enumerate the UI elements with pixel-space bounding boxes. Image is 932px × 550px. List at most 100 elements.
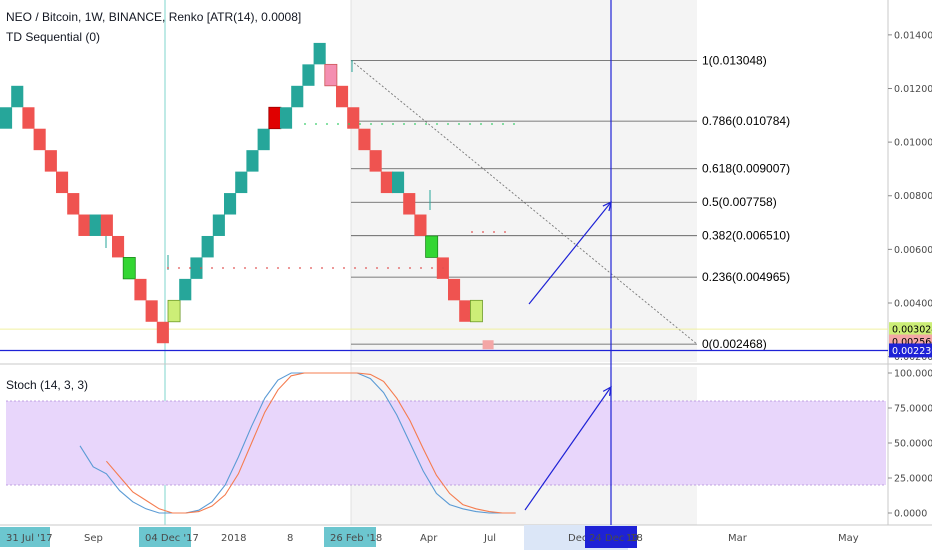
renko-brick[interactable] <box>302 64 315 86</box>
renko-brick[interactable] <box>257 128 270 151</box>
renko-brick[interactable] <box>11 85 24 108</box>
td-support-dots <box>277 267 279 269</box>
time-tick-label: 04 Dec '17 <box>145 533 199 544</box>
stoch-tick-label: 50.0000 <box>894 439 932 450</box>
stoch-tick-label: 100.0000 <box>894 369 932 380</box>
renko-brick[interactable] <box>33 128 46 151</box>
td-resistance-dots <box>447 123 449 125</box>
renko-brick[interactable] <box>224 193 237 215</box>
renko-brick[interactable] <box>324 63 338 87</box>
renko-brick[interactable] <box>414 214 427 236</box>
time-tick-label: Dec <box>568 533 587 544</box>
renko-brick[interactable] <box>212 214 225 236</box>
td-support-dots <box>376 267 378 269</box>
stoch-k-line <box>79 372 516 514</box>
stoch-projection-arrow <box>524 386 612 511</box>
renko-brick[interactable] <box>268 106 282 130</box>
price-badge-label: 0.002230 <box>892 346 932 357</box>
price-badge <box>889 343 932 358</box>
td-resistance-dots <box>381 123 383 125</box>
renko-brick[interactable] <box>291 85 304 108</box>
renko-brick[interactable] <box>459 300 472 322</box>
time-tick-label: 31 Jul '17 <box>6 533 53 544</box>
time-tick-label: Apr <box>420 533 438 544</box>
time-tick-label: 24 Dec '18 <box>589 533 643 544</box>
renko-brick[interactable] <box>145 300 158 322</box>
renko-brick[interactable] <box>56 171 69 194</box>
td-support-dots <box>244 267 246 269</box>
time-tick-label: 2018 <box>221 533 246 544</box>
renko-brick[interactable] <box>100 214 113 236</box>
renko-brick[interactable] <box>0 107 13 129</box>
renko-brick[interactable] <box>179 278 192 301</box>
td-support-dots <box>299 267 301 269</box>
fib-trend-line <box>350 60 698 345</box>
stoch-band <box>6 401 886 485</box>
renko-brick[interactable] <box>336 85 349 108</box>
renko-brick[interactable] <box>246 150 259 172</box>
td-support-dots <box>200 267 202 269</box>
td-resistance-dots <box>491 123 493 125</box>
td-resistance-dots <box>436 123 438 125</box>
td-resistance-dots <box>502 123 504 125</box>
renko-brick[interactable] <box>167 299 181 323</box>
renko-brick[interactable] <box>469 299 483 323</box>
stoch-tick-label: 75.0000 <box>894 404 932 415</box>
td-resistance-dots <box>403 123 405 125</box>
renko-brick[interactable] <box>78 214 91 236</box>
td-support-dots <box>167 267 169 269</box>
td-support-dots <box>387 267 389 269</box>
renko-brick[interactable] <box>112 235 125 258</box>
renko-brick[interactable] <box>369 150 382 172</box>
renko-brick[interactable] <box>280 107 293 129</box>
fib-level-label: 0.786(0.010784) <box>702 114 790 128</box>
renko-brick[interactable] <box>201 235 214 258</box>
renko-brick[interactable] <box>347 107 360 129</box>
renko-brick[interactable] <box>67 193 80 215</box>
td-support-dots <box>354 267 356 269</box>
renko-brick[interactable] <box>89 214 102 236</box>
renko-brick[interactable] <box>425 235 439 258</box>
td-resistance-dots <box>414 123 416 125</box>
renko-brick[interactable] <box>156 321 169 344</box>
td-resistance-dots <box>348 123 350 125</box>
time-tick-label: 26 Feb '18 <box>330 533 382 544</box>
td-support-dots <box>431 267 433 269</box>
renko-brick[interactable] <box>134 278 147 301</box>
chart-title: NEO / Bitcoin, 1W, BINANCE, Renko [ATR(1… <box>6 10 302 24</box>
renko-brick[interactable] <box>44 150 57 172</box>
fib-level-label: 1(0.013048) <box>702 53 767 67</box>
renko-brick[interactable] <box>448 278 461 301</box>
fib-level-label: 0.382(0.006510) <box>702 229 790 243</box>
indicator-label: TD Sequential (0) <box>6 30 101 44</box>
td-support-dots <box>332 267 334 269</box>
price-badge-label: 0.003024 <box>892 325 932 336</box>
td-support-dots <box>233 267 235 269</box>
td-resistance-dots <box>359 123 361 125</box>
renko-brick[interactable] <box>235 171 248 194</box>
td-support-dots <box>409 267 411 269</box>
renko-brick[interactable] <box>313 42 326 65</box>
projection-arrow-head <box>602 201 612 212</box>
renko-brick[interactable] <box>392 171 405 194</box>
renko-brick[interactable] <box>403 193 416 215</box>
td-support-dots <box>398 267 400 269</box>
td-support-dots <box>343 267 345 269</box>
fib-level-label: 0.236(0.004965) <box>702 270 790 284</box>
renko-brick[interactable] <box>122 257 136 280</box>
renko-brick[interactable] <box>482 340 494 350</box>
td-support-dots <box>288 267 290 269</box>
renko-brick[interactable] <box>190 257 203 279</box>
renko-brick[interactable] <box>380 171 393 194</box>
price-badge <box>889 322 932 337</box>
renko-brick[interactable] <box>358 128 371 151</box>
td-resistance-dots <box>392 123 394 125</box>
renko-brick[interactable] <box>22 107 35 129</box>
td-support-dots <box>442 267 444 269</box>
